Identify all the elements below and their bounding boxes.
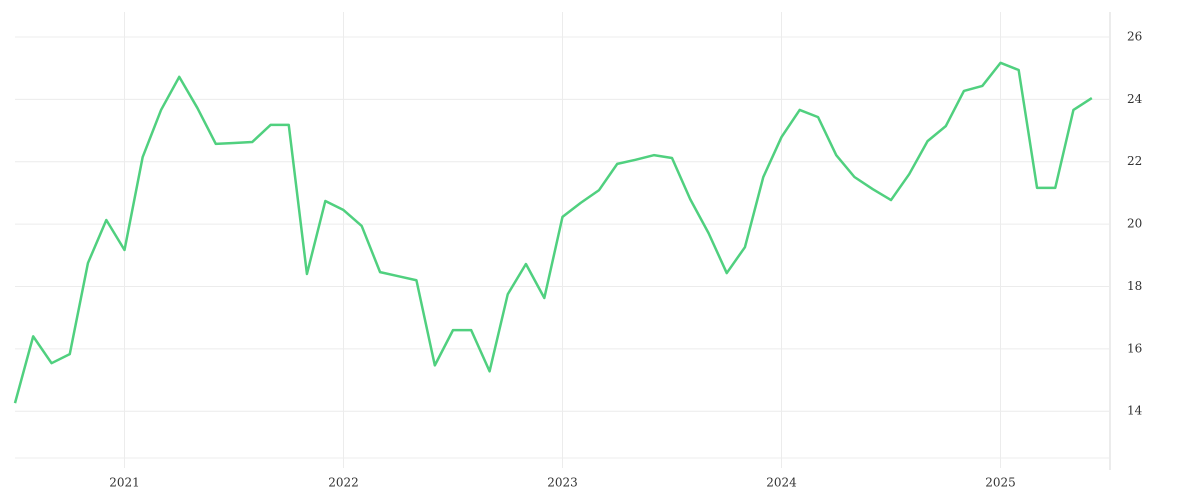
x-tick-label: 2021 [109, 476, 140, 490]
data-line [13, 61, 1093, 404]
y-tick-label: 18 [1127, 279, 1142, 293]
x-tick-label: 2024 [766, 476, 797, 490]
y-tick-label: 16 [1127, 341, 1142, 355]
y-tick-label: 26 [1127, 29, 1142, 43]
x-tick-label: 2022 [328, 476, 359, 490]
x-tick-label: 2025 [985, 476, 1016, 490]
y-tick-label: 20 [1127, 217, 1142, 231]
y-tick-label: 22 [1127, 154, 1142, 168]
y-tick-label: 24 [1127, 92, 1143, 106]
x-tick-label: 2023 [547, 476, 578, 490]
y-tick-label: 14 [1127, 404, 1143, 418]
